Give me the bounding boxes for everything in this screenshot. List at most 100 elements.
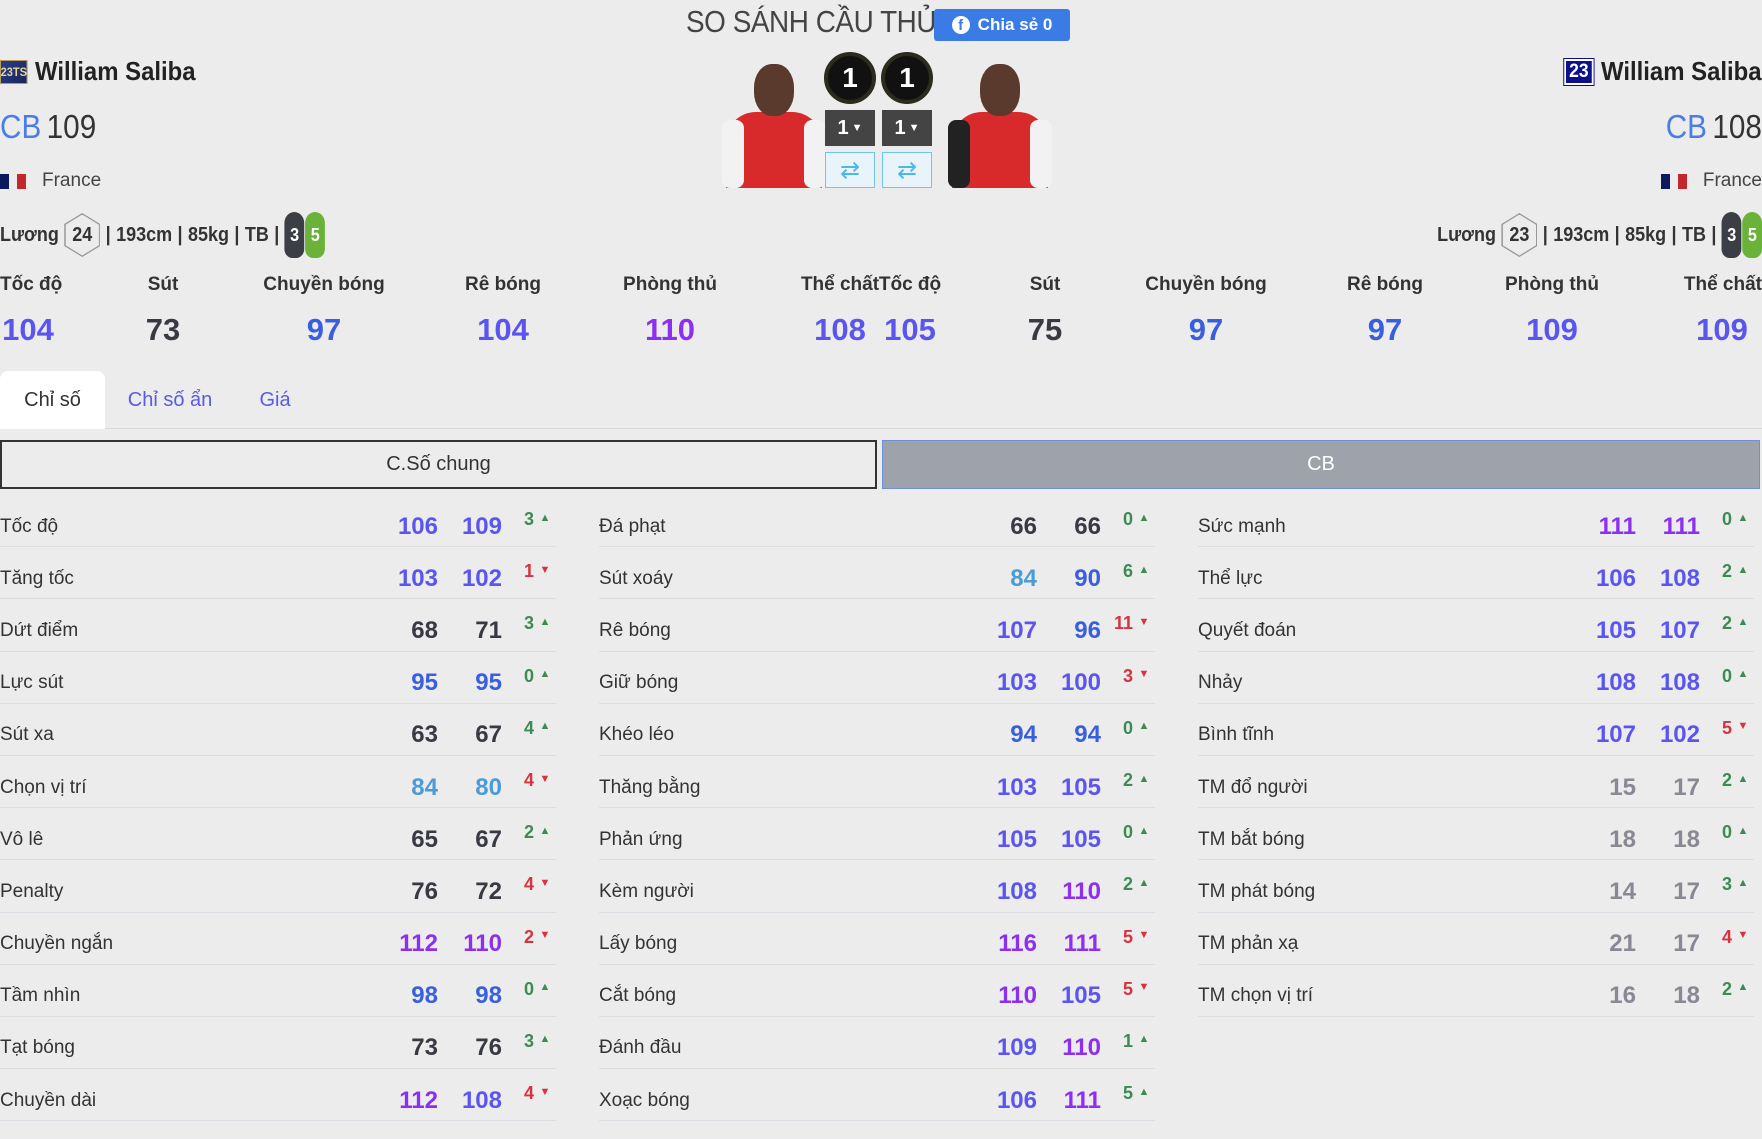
summary-stat-value: 105	[884, 312, 936, 347]
player1-stat-value: 108	[996, 877, 1037, 905]
player1-stat-value: 111	[1598, 512, 1636, 540]
stat-label: Sức mạnh	[1198, 515, 1286, 537]
player1-stat-value: 66	[1010, 512, 1037, 540]
tab-gia[interactable]: Giá	[259, 388, 291, 411]
triangle-down-icon: ▼	[1138, 668, 1150, 681]
weight: 85kg	[187, 223, 230, 246]
summary-stat-value: 109	[1526, 312, 1578, 347]
player2-stat-value: 96	[1074, 616, 1101, 644]
player1-stat-value: 116	[998, 930, 1037, 958]
summary-stat-label: Sút	[1029, 274, 1061, 295]
player1-stat-value: 18	[1609, 825, 1636, 853]
player1-upgrade-dropdown[interactable]: 1 ▼	[825, 110, 875, 146]
triangle-down-icon: ▼	[1138, 615, 1150, 628]
stat-row: Lấy bóng 116 111 5 ▼	[599, 913, 1155, 965]
player2-name[interactable]: 23 William Saliba	[1563, 56, 1762, 87]
triangle-up-icon: ▲	[539, 668, 551, 681]
triangle-up-icon: ▲	[1138, 563, 1150, 576]
stat-label: Chuyền ngắn	[0, 933, 114, 955]
stat-label: Sút xa	[0, 724, 54, 746]
player1-swap-button[interactable]: ⇄	[825, 152, 875, 188]
stat-label: TM bắt bóng	[1198, 828, 1305, 850]
player2-stat-value: 67	[475, 825, 502, 853]
stat-difference: 4	[523, 770, 534, 791]
stat-difference: 3	[1721, 874, 1732, 895]
stat-label: Chuyền dài	[0, 1089, 97, 1111]
triangle-down-icon: ▼	[1737, 720, 1749, 733]
stat-label: Kèm người	[599, 880, 694, 902]
triangle-up-icon: ▲	[1737, 563, 1749, 576]
player2-stat-value: 80	[475, 773, 502, 801]
player1-name[interactable]: 23TS William Saliba	[0, 56, 196, 87]
stat-row: Chuyền dài 112 108 4 ▼	[0, 1069, 556, 1122]
nation-text: France	[42, 170, 102, 191]
caret-down-icon: ▼	[851, 122, 863, 134]
stat-label: Tốc độ	[0, 515, 59, 537]
triangle-up-icon: ▲	[1138, 511, 1150, 524]
player1-stat-value: 106	[1595, 564, 1636, 592]
player1-stat-value: 16	[1609, 982, 1636, 1010]
summary-stat-label: Chuyền bóng	[263, 274, 385, 295]
triangle-down-icon: ▼	[1138, 929, 1150, 942]
stat-difference: 3	[523, 1030, 534, 1051]
player1-stat-value: 105	[996, 825, 1037, 853]
stat-row: Thể lực 106 108 2 ▲	[1198, 547, 1754, 600]
player1-stat-value: 21	[1609, 930, 1636, 958]
stat-label: Đá phạt	[599, 515, 666, 537]
stat-row: Bình tĩnh 107 102 5 ▼	[1198, 704, 1754, 756]
stat-label: Cắt bóng	[599, 985, 677, 1007]
player1-stat-value: 84	[411, 773, 438, 801]
player2-stat-value: 72	[475, 877, 502, 905]
stat-difference: 4	[523, 1083, 534, 1104]
general-stats-header[interactable]: C.Số chung	[0, 440, 877, 489]
salary-label: Lương	[0, 223, 59, 246]
player2-stat-value: 17	[1673, 930, 1700, 958]
summary-stat-label: Tốc độ	[0, 274, 63, 295]
position-stats-header[interactable]: CB	[882, 440, 1760, 489]
stat-row: TM bắt bóng 18 18 0 ▲	[1198, 808, 1754, 861]
stat-row: Nhảy 108 108 0 ▲	[1198, 652, 1754, 704]
player-name-text: William Saliba	[34, 56, 196, 86]
player1-stat-value: 76	[411, 877, 438, 905]
stat-label: Nhảy	[1198, 672, 1243, 694]
player2-stat-value: 111	[1662, 512, 1700, 540]
stat-row: Penalty 76 72 4 ▼	[0, 860, 556, 913]
stat-label: TM phản xạ	[1198, 933, 1299, 955]
tab-chi-so[interactable]: Chỉ số	[0, 371, 105, 429]
player2-stat-value: 18	[1673, 982, 1700, 1010]
player2-stat-value: 67	[475, 721, 502, 749]
stat-label: Tăng tốc	[0, 567, 74, 589]
season-badge-icon: 23TS	[0, 59, 28, 84]
player2-nation: France	[1660, 170, 1762, 192]
stat-row: Giữ bóng 103 100 3 ▼	[599, 652, 1155, 704]
stat-difference: 5	[1122, 978, 1133, 999]
player1-stat-value: 94	[1010, 721, 1037, 749]
summary-stat-value: 110	[644, 312, 696, 347]
stat-row: TM chọn vị trí 16 18 2 ▲	[1198, 965, 1754, 1017]
triangle-up-icon: ▲	[539, 981, 551, 994]
stat-difference: 0	[1721, 665, 1732, 686]
summary-stat-value: 75	[1027, 312, 1063, 347]
stat-difference: 6	[1122, 561, 1133, 582]
stat-row: Chọn vị trí 84 80 4 ▼	[0, 756, 556, 809]
player2-upgrade-dropdown[interactable]: 1 ▼	[882, 110, 932, 146]
upgrade-value: 1	[837, 116, 849, 139]
summary-stat-label: Sút	[147, 274, 179, 295]
stat-row: Lực sút 95 95 0 ▲	[0, 652, 556, 704]
player2-stat-value: 95	[475, 669, 502, 697]
weight: 85kg	[1624, 223, 1666, 246]
salary-hexagon: 24	[64, 213, 101, 257]
weak-foot: 3	[1721, 212, 1742, 258]
facebook-share-button[interactable]: f Chia sẻ 0	[934, 9, 1070, 41]
france-flag-icon	[0, 173, 27, 189]
player2-stat-value: 102	[461, 564, 502, 592]
triangle-up-icon: ▲	[539, 824, 551, 837]
stat-row: Tăng tốc 103 102 1 ▼	[0, 547, 556, 600]
player2-swap-button[interactable]: ⇄	[882, 152, 932, 188]
stat-row: Sút xoáy 84 90 6 ▲	[599, 547, 1155, 600]
player1-stat-value: 107	[1595, 721, 1636, 749]
tab-chi-so-an[interactable]: Chỉ số ẩn	[127, 388, 213, 411]
stats-column-2: Đá phạt 66 66 0 ▲ Sút xoáy 84 90 6 ▲ Rê bóng 107 96 1…	[599, 495, 1155, 1122]
summary-stat-label: Phòng thủ	[1505, 274, 1599, 295]
triangle-up-icon: ▲	[539, 1033, 551, 1046]
